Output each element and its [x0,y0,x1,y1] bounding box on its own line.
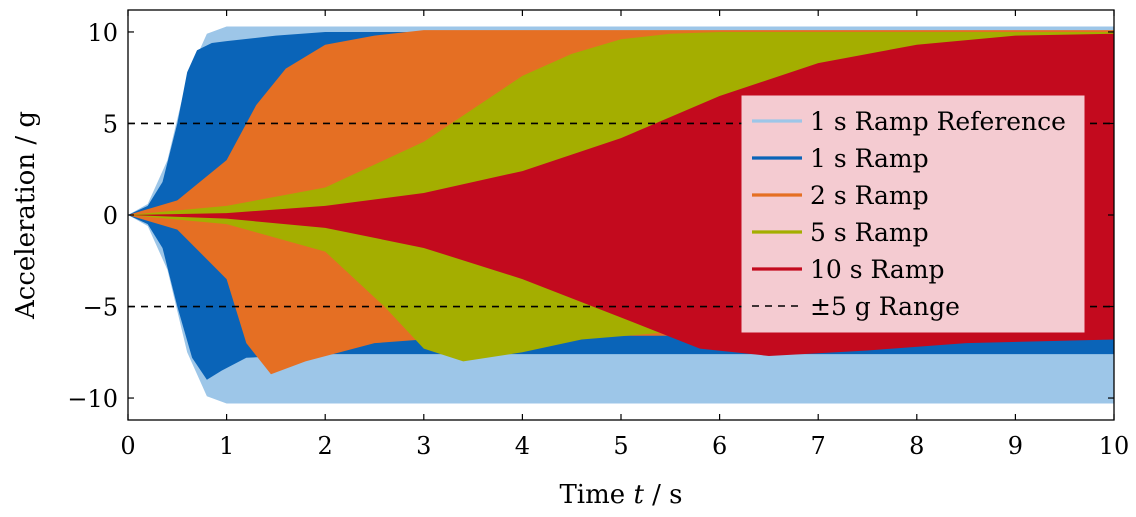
x-tick-label-0: 0 [120,432,135,460]
x-axis-label-prefix: Time [559,480,633,510]
x-axis: 0 1 2 3 4 5 6 7 8 9 10 [120,10,1129,460]
y-tick-label-1: 5 [103,110,118,138]
y-tick-label-4: −10 [67,385,118,413]
x-axis-label-unit: / s [644,480,683,510]
x-axis-label: Time t / s [559,480,682,510]
x-tick-label-4: 4 [515,432,530,460]
x-tick-label-6: 6 [712,432,727,460]
legend-box [741,95,1085,333]
x-tick-label-2: 2 [318,432,333,460]
y-tick-label-2: 0 [103,202,118,230]
y-axis: 10 5 0 −5 −10 [67,19,1114,413]
legend-label-2: 2 s Ramp [810,181,929,210]
legend-label-0: 1 s Ramp Reference [810,107,1066,136]
legend-label-3: 5 s Ramp [810,218,929,247]
legend-label-4: 10 s Ramp [810,255,945,284]
x-tick-label-3: 3 [416,432,431,460]
x-tick-label-7: 7 [811,432,826,460]
x-axis-label-var: t [633,480,644,510]
x-tick-label-1: 1 [219,432,234,460]
legend-label-1: 1 s Ramp [810,144,929,173]
x-tick-label-10: 10 [1099,432,1130,460]
x-tick-label-9: 9 [1008,432,1023,460]
y-tick-label-0: 10 [87,19,118,47]
legend: 1 s Ramp Reference 1 s Ramp 2 s Ramp 5 s Ra… [741,95,1085,333]
y-tick-label-3: −5 [83,294,118,322]
y-axis-label: Acceleration / g [11,111,41,320]
x-tick-label-8: 8 [909,432,924,460]
legend-label-5: ±5 g Range [810,292,960,321]
x-tick-label-5: 5 [613,432,628,460]
